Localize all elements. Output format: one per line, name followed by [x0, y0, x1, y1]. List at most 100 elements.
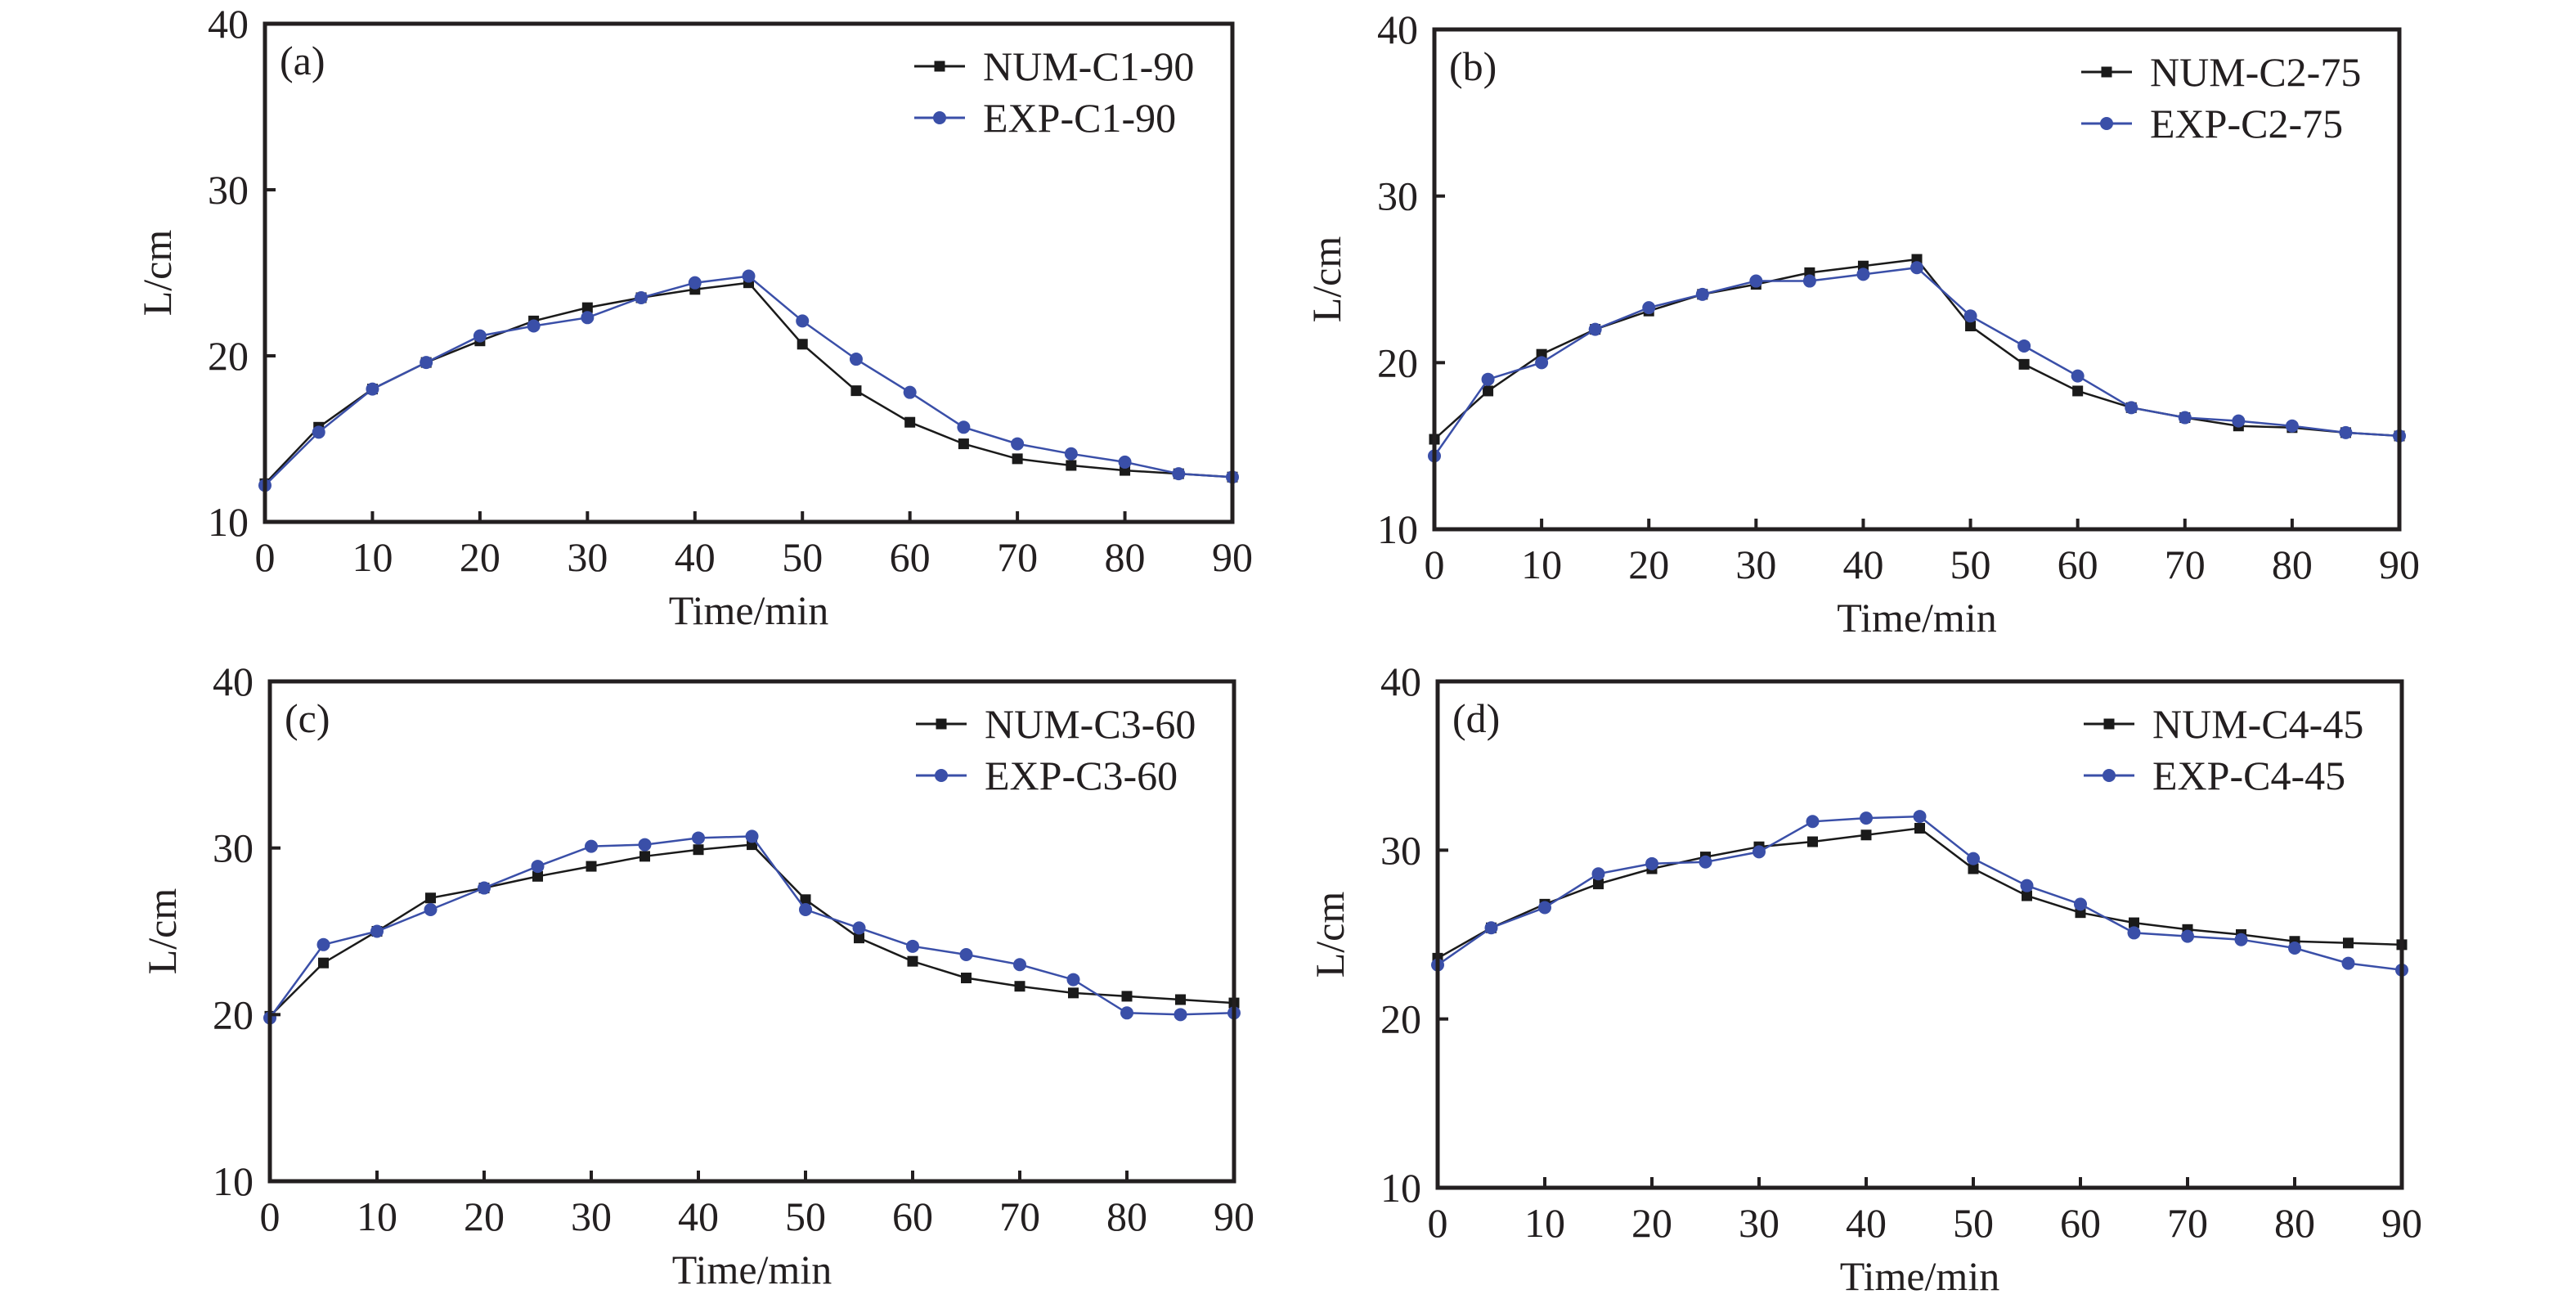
series-line-num-c1-90 — [264, 281, 1233, 485]
data-point — [312, 425, 325, 439]
data-point — [797, 339, 808, 350]
x-tick-label: 80 — [2272, 542, 2313, 587]
series-line-exp-c1-90 — [264, 275, 1233, 487]
data-point — [907, 955, 918, 967]
data-point — [370, 924, 384, 938]
data-point — [1856, 267, 1870, 281]
x-tick-label: 40 — [1842, 542, 1883, 587]
x-tick-label: 10 — [357, 1193, 397, 1239]
y-axis-label: L/cm — [1304, 236, 1349, 323]
series-line-exp-c3-60 — [268, 835, 1235, 1019]
legend-marker-square — [936, 718, 947, 730]
series-num-c4-45 — [1432, 823, 2408, 964]
x-tick-label: 70 — [2165, 542, 2206, 587]
y-tick-label: 20 — [1377, 339, 1418, 385]
y-tick-label: 40 — [1377, 7, 1418, 52]
x-axis-label: Time/min — [672, 1247, 832, 1292]
series-line-num-c4-45 — [1437, 827, 2403, 960]
data-point — [904, 416, 916, 428]
data-point — [1066, 460, 1077, 471]
series-num-c2-75 — [1429, 254, 2405, 445]
x-axis-label: Time/min — [1837, 595, 1996, 641]
panel-tag: (d) — [1452, 695, 1500, 741]
data-point — [1483, 385, 1494, 397]
legend-item: NUM-C1-90 — [914, 43, 1194, 89]
x-tick-label: 10 — [1521, 542, 1562, 587]
x-tick-label: 50 — [1950, 542, 1991, 587]
data-point — [640, 851, 650, 862]
data-point — [2022, 890, 2032, 901]
data-point — [316, 937, 330, 951]
x-tick-label: 30 — [571, 1193, 612, 1239]
y-axis-label: L/cm — [134, 230, 180, 317]
x-tick-label: 60 — [892, 1193, 933, 1239]
data-point — [2181, 929, 2194, 943]
data-point — [1484, 921, 1498, 935]
data-point — [1749, 274, 1763, 288]
x-tick-label: 50 — [782, 534, 823, 580]
legend-item: EXP-C3-60 — [916, 753, 1178, 798]
data-point — [1593, 879, 1604, 890]
series-exp-c1-90 — [258, 269, 1239, 492]
panel-c: 0 10 20 30 40 50 60 70 80 9010203040Time/minL/cm(… — [139, 658, 1254, 1292]
data-point — [1642, 301, 1656, 315]
data-point — [1913, 810, 1927, 824]
data-point — [2129, 917, 2139, 928]
x-tick-label: 80 — [1105, 534, 1146, 580]
y-tick-label: 20 — [213, 991, 254, 1037]
panel-tag: (a) — [280, 38, 325, 83]
data-point — [906, 939, 919, 953]
data-point — [692, 831, 705, 845]
legend: NUM-C2-75 EXP-C2-75 — [2081, 49, 2361, 146]
legend-marker-square — [2101, 66, 2112, 78]
x-tick-label: 0 — [255, 534, 276, 580]
y-tick-label: 30 — [208, 167, 249, 213]
data-point — [2127, 926, 2141, 940]
data-point — [581, 311, 595, 325]
data-point — [1174, 1008, 1187, 1022]
x-tick-label: 0 — [260, 1193, 280, 1239]
data-point — [693, 844, 704, 856]
data-point — [854, 933, 864, 944]
data-point — [2074, 897, 2087, 911]
data-point — [742, 269, 756, 283]
data-point — [1860, 811, 1873, 825]
data-point — [1588, 322, 1602, 336]
data-point — [1967, 852, 1980, 865]
legend-marker-circle — [933, 111, 946, 124]
data-point — [2234, 933, 2248, 946]
legend-marker-circle — [2100, 117, 2113, 130]
data-point — [1910, 261, 1923, 275]
data-point — [532, 870, 543, 882]
data-point — [586, 861, 597, 872]
x-tick-label: 10 — [352, 534, 393, 580]
data-point — [1013, 958, 1026, 972]
x-tick-label: 80 — [1106, 1193, 1147, 1239]
legend-marker-circle — [935, 769, 948, 782]
data-point — [2285, 419, 2299, 433]
series-line-exp-c2-75 — [1433, 266, 2400, 457]
data-point — [425, 892, 436, 904]
data-point — [1011, 437, 1025, 451]
y-tick-label: 20 — [208, 333, 249, 379]
x-tick-label: 20 — [1631, 1200, 1672, 1246]
data-point — [958, 438, 969, 450]
data-point — [1481, 372, 1495, 386]
data-point — [1064, 447, 1078, 461]
series-exp-c3-60 — [263, 829, 1241, 1025]
x-tick-label: 0 — [1428, 1200, 1448, 1246]
x-tick-label: 90 — [1214, 1193, 1254, 1239]
y-tick-label: 30 — [1380, 827, 1421, 873]
y-tick-label: 20 — [1380, 996, 1421, 1042]
x-tick-label: 60 — [2058, 542, 2098, 587]
data-point — [1968, 863, 1979, 874]
x-tick-label: 0 — [1425, 542, 1445, 587]
legend-label: NUM-C1-90 — [983, 43, 1194, 89]
x-axis-label: Time/min — [1840, 1253, 1999, 1299]
series-num-c3-60 — [264, 839, 1240, 1022]
data-point — [585, 839, 598, 853]
data-point — [1752, 845, 1766, 859]
plot-frame — [263, 21, 1235, 524]
data-point — [1120, 1006, 1133, 1020]
legend-label: EXP-C3-60 — [985, 753, 1178, 798]
